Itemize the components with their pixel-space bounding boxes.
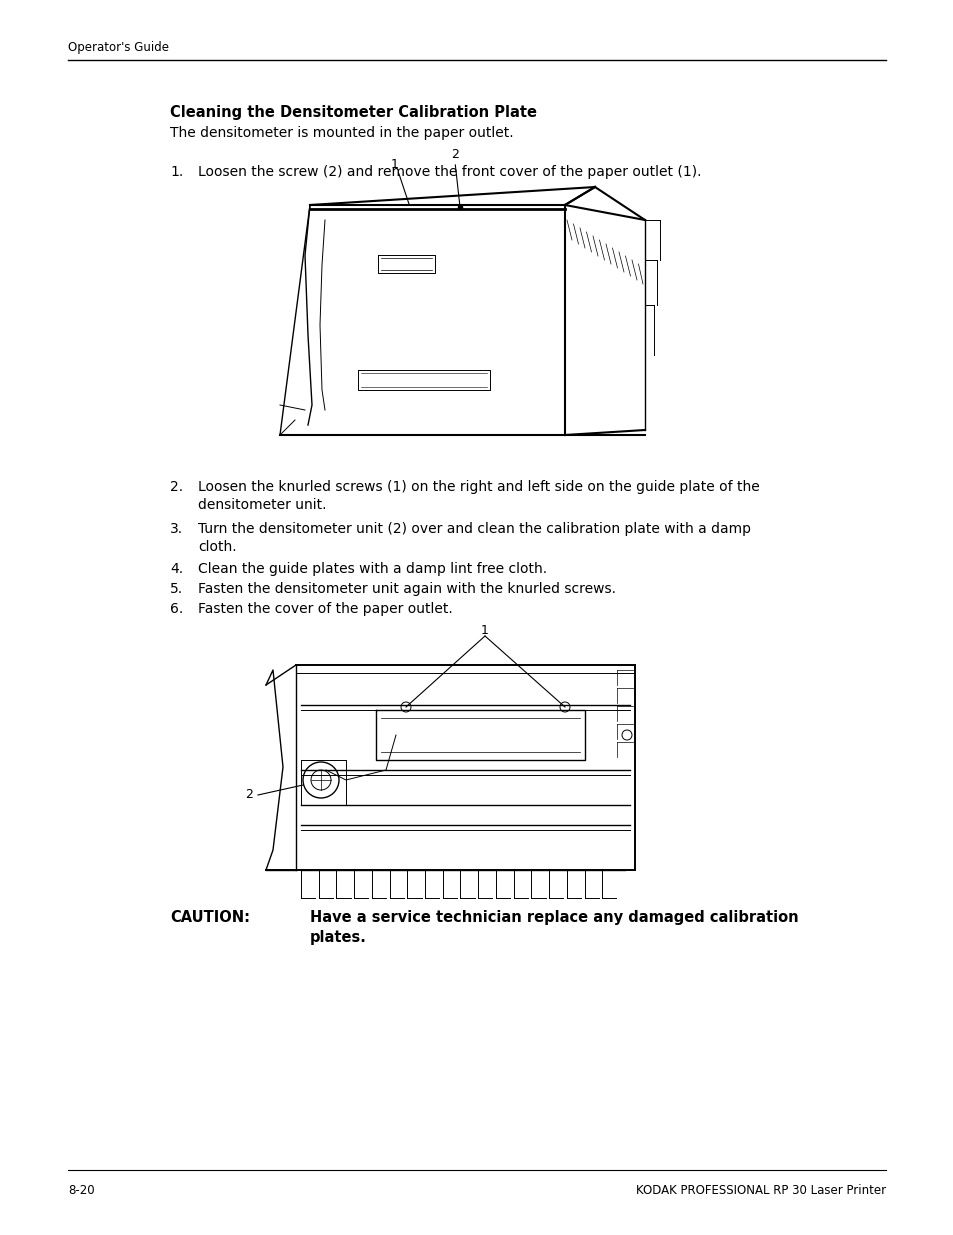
Text: 6.: 6. [170, 601, 183, 616]
Text: Have a service technician replace any damaged calibration: Have a service technician replace any da… [310, 910, 798, 925]
Text: KODAK PROFESSIONAL RP 30 Laser Printer: KODAK PROFESSIONAL RP 30 Laser Printer [636, 1183, 885, 1197]
Text: Clean the guide plates with a damp lint free cloth.: Clean the guide plates with a damp lint … [198, 562, 547, 576]
Text: Turn the densitometer unit (2) over and clean the calibration plate with a damp: Turn the densitometer unit (2) over and … [198, 522, 750, 536]
Text: Cleaning the Densitometer Calibration Plate: Cleaning the Densitometer Calibration Pl… [170, 105, 537, 120]
Text: cloth.: cloth. [198, 540, 236, 555]
Text: 5.: 5. [170, 582, 183, 597]
Text: 2: 2 [451, 148, 458, 162]
Text: Operator's Guide: Operator's Guide [68, 42, 169, 54]
Text: 2.: 2. [170, 480, 183, 494]
Text: Loosen the knurled screws (1) on the right and left side on the guide plate of t: Loosen the knurled screws (1) on the rig… [198, 480, 759, 494]
Text: Fasten the densitometer unit again with the knurled screws.: Fasten the densitometer unit again with … [198, 582, 616, 597]
Text: Fasten the cover of the paper outlet.: Fasten the cover of the paper outlet. [198, 601, 453, 616]
Text: plates.: plates. [310, 930, 367, 945]
Text: 1: 1 [391, 158, 398, 172]
Text: 3.: 3. [170, 522, 183, 536]
Text: 8-20: 8-20 [68, 1183, 94, 1197]
Text: The densitometer is mounted in the paper outlet.: The densitometer is mounted in the paper… [170, 126, 513, 140]
Text: 1: 1 [480, 624, 489, 636]
Text: CAUTION:: CAUTION: [170, 910, 250, 925]
Text: 1.: 1. [170, 165, 183, 179]
Text: Loosen the screw (2) and remove the front cover of the paper outlet (1).: Loosen the screw (2) and remove the fron… [198, 165, 700, 179]
Text: 2: 2 [245, 788, 253, 802]
Text: densitometer unit.: densitometer unit. [198, 498, 326, 513]
Text: 4.: 4. [170, 562, 183, 576]
